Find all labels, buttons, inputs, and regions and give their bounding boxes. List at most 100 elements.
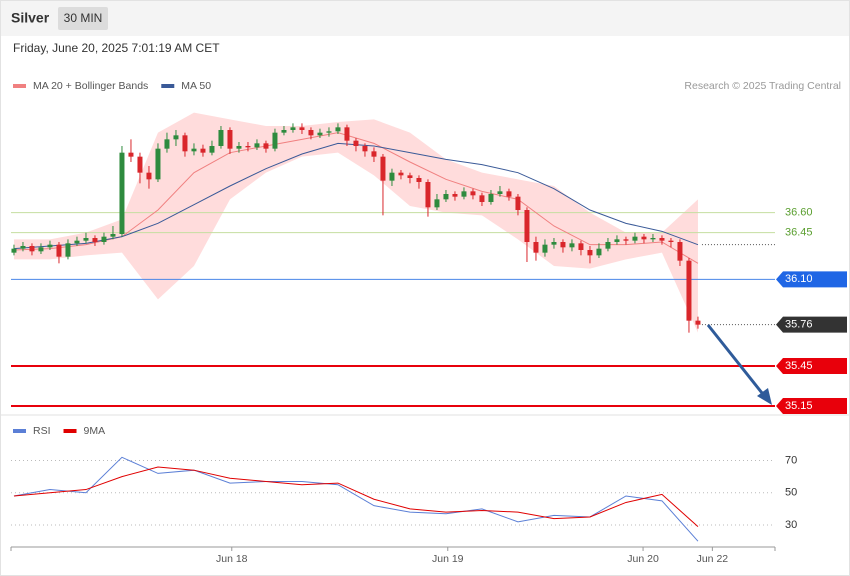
- candle-body: [29, 246, 35, 252]
- level-label: 35.45: [785, 360, 813, 372]
- candle-body: [155, 148, 161, 180]
- candle-body: [119, 152, 125, 234]
- level-tag: [776, 358, 847, 374]
- candle-body: [551, 242, 557, 245]
- legend-label: RSI: [33, 425, 51, 437]
- x-tick-label: Jun 18: [216, 553, 248, 565]
- candle-body: [605, 242, 611, 249]
- candle-body: [650, 238, 656, 240]
- candle-body: [362, 146, 368, 152]
- legend-label: MA 20 + Bollinger Bands: [33, 80, 148, 92]
- candle-body: [497, 191, 503, 194]
- candle-body: [272, 132, 278, 149]
- candle-body: [11, 248, 17, 253]
- candle-body: [389, 172, 395, 181]
- y-tick-label: 50: [785, 487, 797, 499]
- candle-body: [515, 196, 521, 210]
- candle-body: [137, 156, 143, 173]
- candle-body: [218, 130, 224, 146]
- candle-body: [101, 236, 107, 242]
- legend-swatch: [161, 84, 175, 88]
- candle-body: [407, 175, 413, 178]
- candle-body: [632, 236, 638, 241]
- candle-body: [128, 152, 134, 157]
- candle-body: [20, 246, 26, 249]
- candle-body: [245, 146, 251, 148]
- interval-button[interactable]: [58, 7, 108, 30]
- candle-body: [668, 240, 674, 242]
- interval[interactable]: 30 MIN: [64, 11, 103, 25]
- candle-body: [335, 127, 341, 132]
- legend-label: MA 50: [181, 80, 211, 92]
- candle-body: [353, 140, 359, 146]
- level-tag: [776, 271, 847, 288]
- level-label: 35.15: [785, 400, 813, 412]
- candle-body: [326, 131, 332, 133]
- candle-body: [371, 151, 377, 157]
- candle-body: [236, 146, 242, 149]
- candle-body: [398, 172, 404, 176]
- instrument: Silver: [11, 10, 50, 26]
- price-panel: 36.60 36.45 36.10 35.76 35.45 35.15 MA 20 + Bo…: [11, 80, 847, 414]
- candle-body: [56, 244, 62, 257]
- candle-body: [506, 191, 512, 197]
- level-label: 36.10: [785, 273, 813, 285]
- candle-body: [146, 172, 152, 180]
- candle-body: [596, 248, 602, 256]
- candle-body: [38, 247, 44, 252]
- candle-body: [254, 143, 260, 148]
- candle-body: [425, 182, 431, 208]
- candle-body: [92, 238, 98, 242]
- candle-body: [524, 210, 530, 242]
- candle-body: [587, 250, 593, 256]
- candle-body: [380, 156, 386, 181]
- candle-body: [209, 146, 215, 153]
- date: Friday, June 20, 2025 7:01:19 AM CET: [13, 41, 220, 55]
- level-label: 36.60: [785, 207, 813, 219]
- rsi-line: [13, 466, 699, 528]
- candle-body: [110, 234, 116, 237]
- candle-body: [533, 242, 539, 253]
- y-tick-label: 30: [785, 519, 797, 531]
- legend-swatch: [63, 429, 77, 433]
- level-label: 35.76: [785, 319, 813, 331]
- legend-swatch: [13, 429, 26, 433]
- candle-body: [299, 127, 305, 130]
- candle-body: [227, 130, 233, 149]
- rsi-panel: 30 50 70 Jun 18 Jun 19 Jun 20 Jun 22 RSI 9MA: [10, 425, 797, 565]
- candle-body: [281, 130, 287, 133]
- bollinger-band: [13, 112, 698, 333]
- candle-body: [416, 178, 422, 182]
- candle-body: [461, 191, 467, 197]
- candle-body: [317, 132, 323, 136]
- candle-body: [452, 194, 458, 197]
- candle-body: [659, 238, 665, 241]
- candle-body: [83, 238, 89, 241]
- level-tag: [776, 316, 847, 333]
- y-tick-label: 70: [785, 454, 797, 466]
- level-label: 36.45: [785, 227, 813, 239]
- candle-body: [560, 242, 566, 248]
- candle-body: [191, 148, 197, 152]
- candle-body: [695, 320, 701, 325]
- level-tag: [776, 398, 847, 414]
- candle-body: [173, 135, 179, 140]
- x-tick-label: Jun 22: [697, 553, 729, 565]
- candle-body: [623, 239, 629, 241]
- candle-body: [434, 199, 440, 208]
- legend-swatch: [13, 84, 26, 88]
- candle-body: [578, 243, 584, 250]
- candle-body: [686, 260, 692, 321]
- arrow-head: [757, 388, 772, 405]
- candle-body: [74, 240, 80, 244]
- x-tick-label: Jun 20: [627, 553, 659, 565]
- candle-body: [569, 243, 575, 248]
- candle-body: [200, 148, 206, 153]
- candle-body: [488, 194, 494, 202]
- forecast-arrow: [706, 324, 768, 399]
- candle-body: [164, 139, 170, 149]
- candle-body: [542, 244, 548, 253]
- candle-body: [344, 127, 350, 141]
